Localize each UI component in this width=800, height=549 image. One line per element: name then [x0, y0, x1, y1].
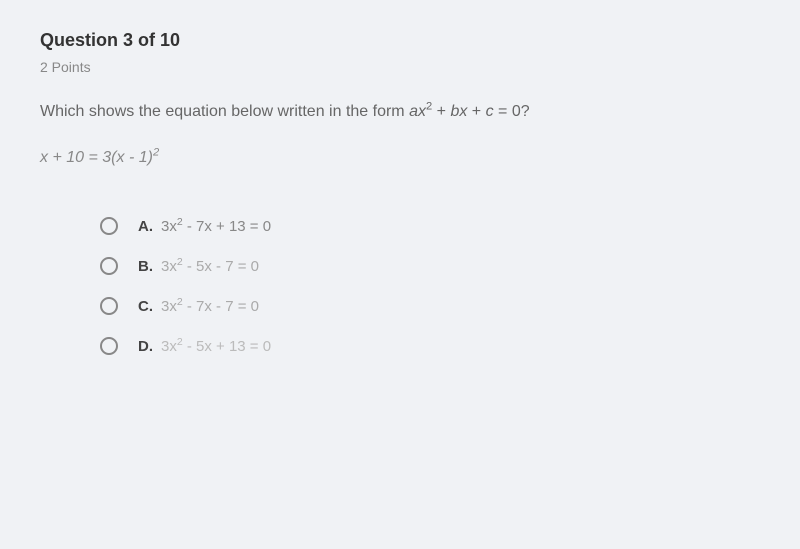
opt-a-rest: - 7x + 13 = 0: [183, 218, 271, 235]
opt-a-var: x: [169, 218, 177, 235]
option-text-d: 3x2 - 5x + 13 = 0: [161, 338, 271, 355]
eq-minus: - 1): [125, 149, 153, 166]
option-label-b: B.: [138, 258, 153, 275]
radio-icon[interactable]: [100, 217, 118, 235]
option-label-c: C.: [138, 298, 153, 315]
radio-icon[interactable]: [100, 297, 118, 315]
option-text-c: 3x2 - 7x - 7 = 0: [161, 298, 259, 315]
options-list: A. 3x2 - 7x + 13 = 0 B. 3x2 - 5x - 7 = 0…: [100, 217, 760, 355]
option-c[interactable]: C. 3x2 - 7x - 7 = 0: [100, 297, 760, 315]
option-text-b: 3x2 - 5x - 7 = 0: [161, 258, 259, 275]
form-plus2: +: [467, 103, 485, 120]
form-eq: = 0?: [494, 103, 530, 120]
eq-lhs: x + 10 = 3(: [40, 149, 117, 166]
opt-d-var: x: [169, 338, 177, 355]
option-a[interactable]: A. 3x2 - 7x + 13 = 0: [100, 217, 760, 235]
question-points: 2 Points: [40, 59, 760, 75]
form-a: ax: [409, 103, 426, 120]
eq-exp: 2: [153, 147, 159, 159]
radio-icon[interactable]: [100, 337, 118, 355]
opt-d-rest: - 5x + 13 = 0: [183, 338, 271, 355]
opt-c-rest: - 7x - 7 = 0: [183, 298, 259, 315]
option-label-d: D.: [138, 338, 153, 355]
question-number: Question 3 of 10: [40, 30, 760, 51]
option-text-a: 3x2 - 7x + 13 = 0: [161, 218, 271, 235]
option-b[interactable]: B. 3x2 - 5x - 7 = 0: [100, 257, 760, 275]
question-prompt: Which shows the equation below written i…: [40, 100, 760, 124]
radio-icon[interactable]: [100, 257, 118, 275]
option-d[interactable]: D. 3x2 - 5x + 13 = 0: [100, 337, 760, 355]
form-b: bx: [450, 103, 467, 120]
opt-b-rest: - 5x - 7 = 0: [183, 258, 259, 275]
opt-c-var: x: [169, 298, 177, 315]
prompt-text: Which shows the equation below written i…: [40, 103, 409, 120]
opt-b-var: x: [169, 258, 177, 275]
form-c: c: [486, 103, 494, 120]
given-equation: x + 10 = 3(x - 1)2: [40, 149, 760, 167]
form-plus1: +: [432, 103, 450, 120]
eq-var: x: [117, 149, 125, 166]
option-label-a: A.: [138, 218, 153, 235]
